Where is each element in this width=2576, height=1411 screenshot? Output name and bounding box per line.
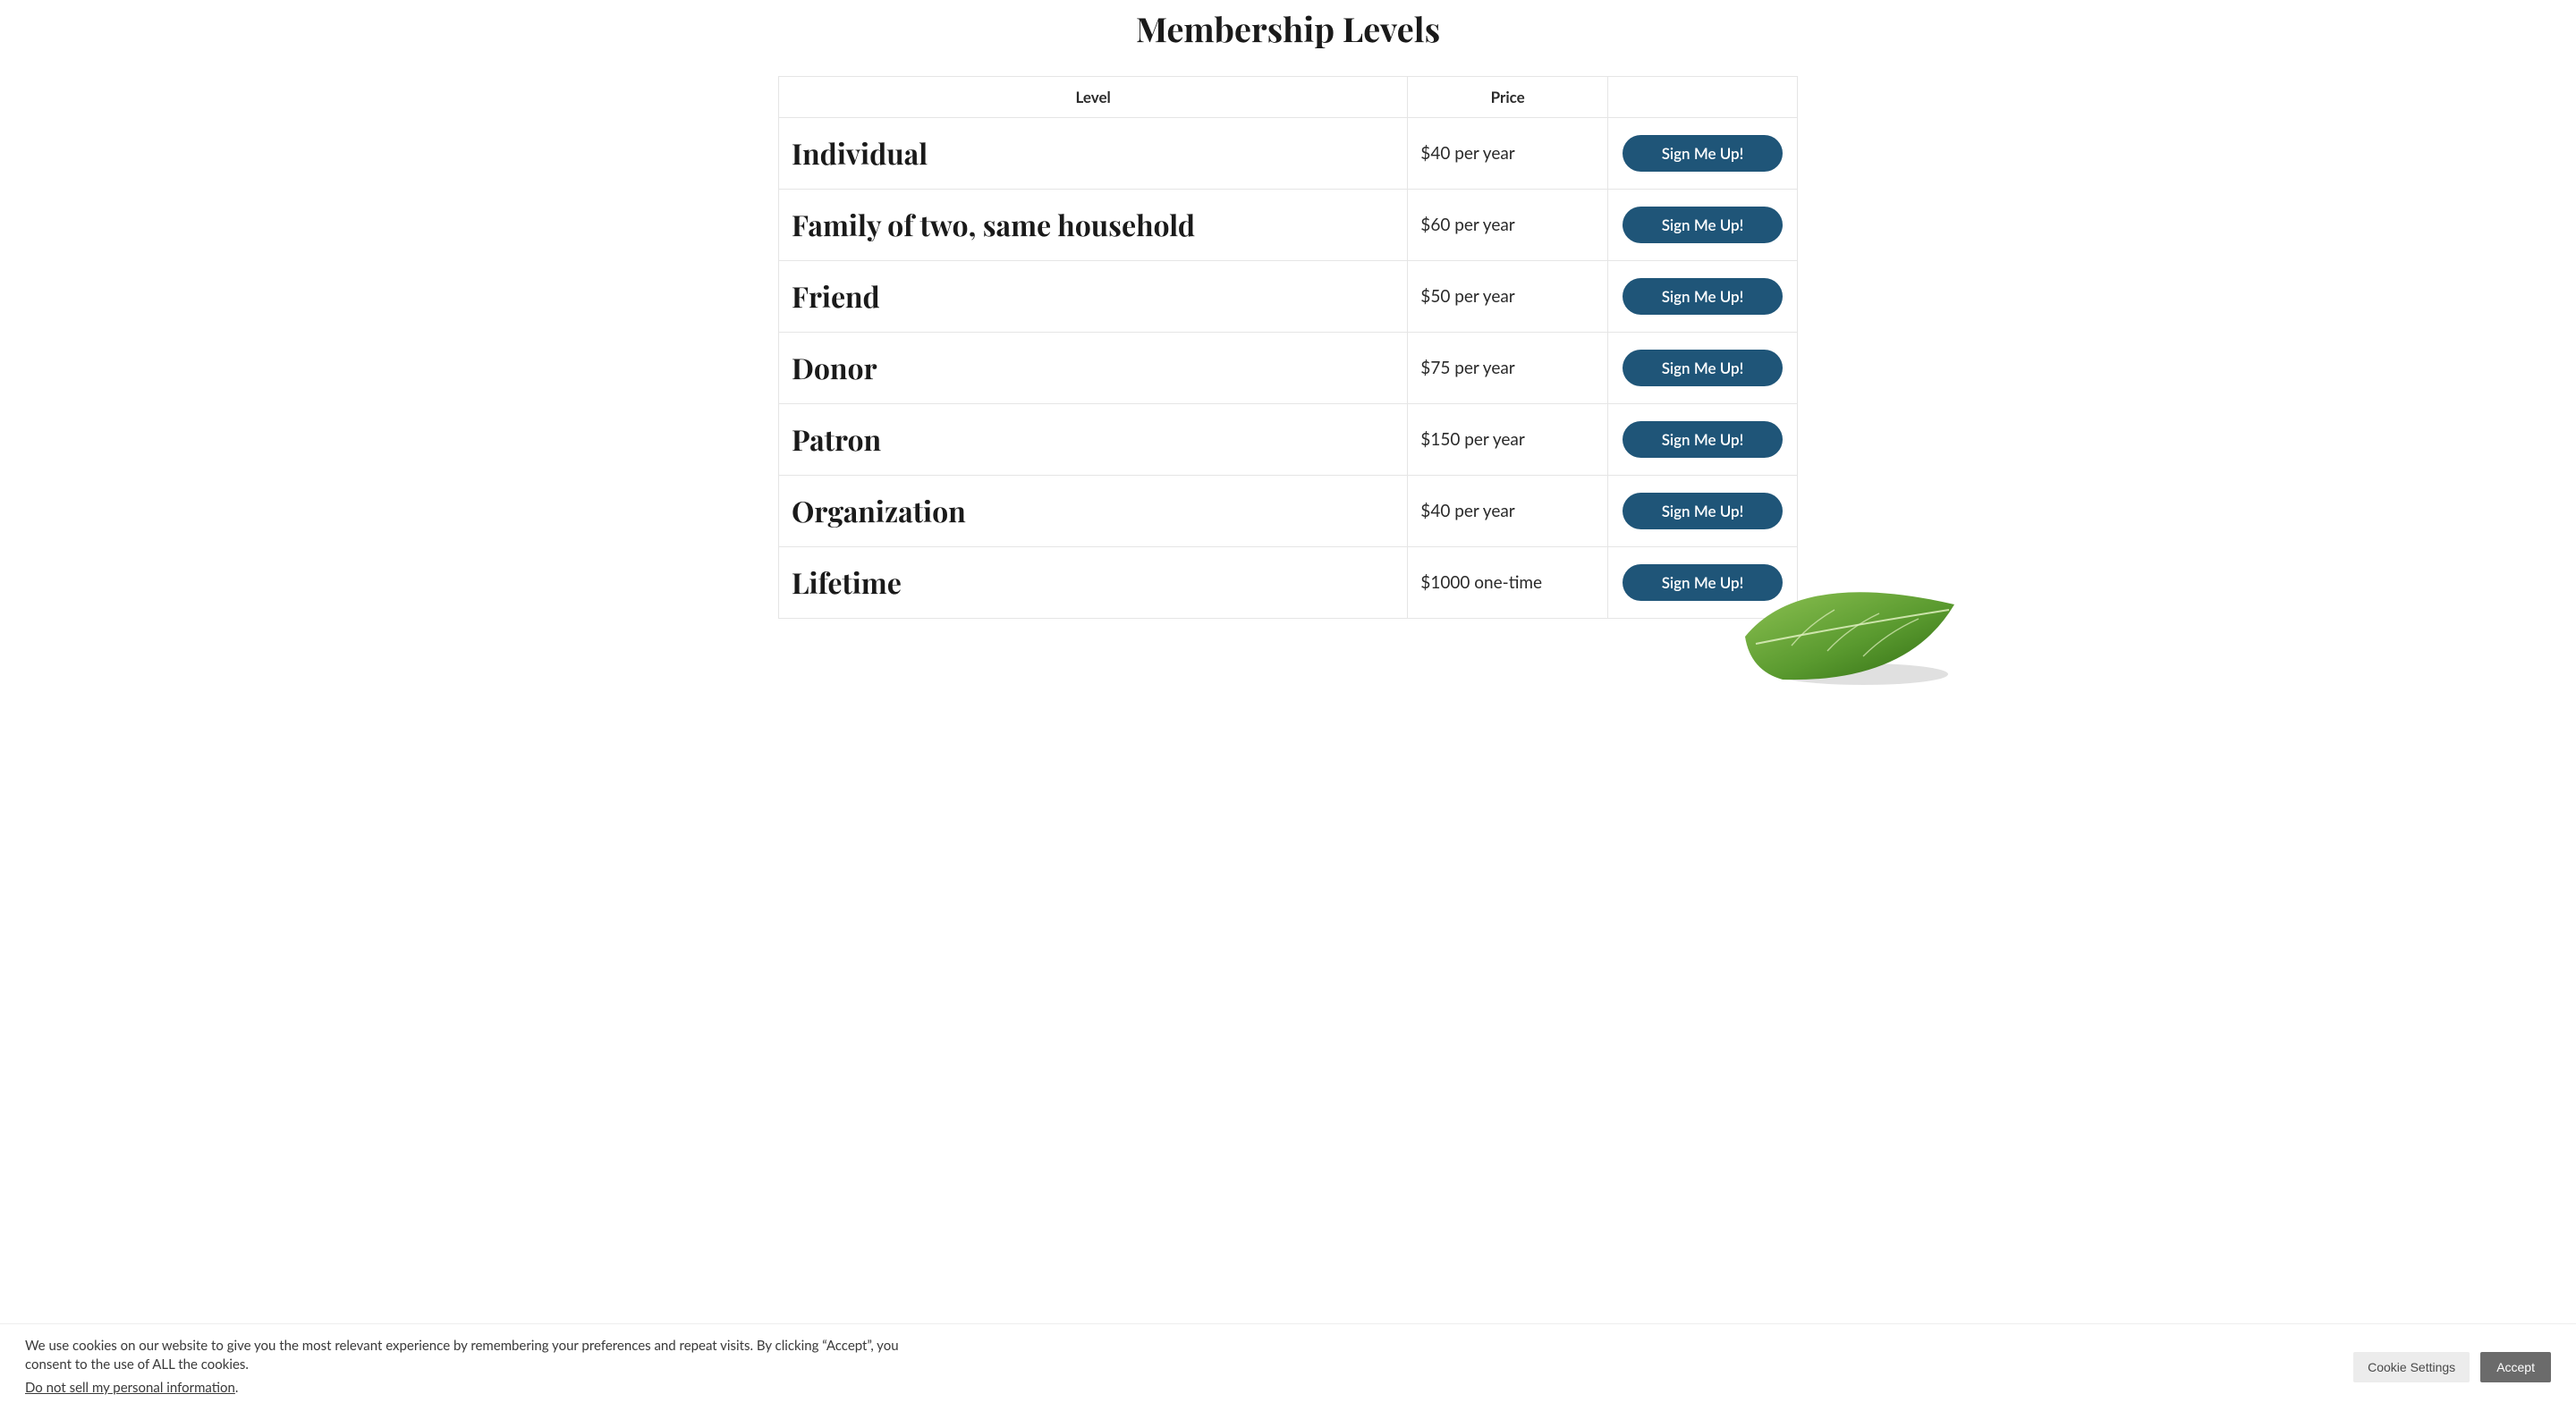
dns-period: . bbox=[235, 1380, 239, 1396]
table-row: Individual$40 per year Sign Me Up! bbox=[779, 118, 1798, 190]
table-header-row: Level Price bbox=[779, 77, 1798, 118]
sign-up-button[interactable]: Sign Me Up! bbox=[1623, 421, 1784, 458]
level-name: Friend bbox=[779, 261, 1408, 333]
cookie-text: We use cookies on our website to give yo… bbox=[25, 1337, 919, 1397]
level-action-cell: Sign Me Up! bbox=[1608, 261, 1798, 333]
level-price: $40 per year bbox=[1408, 118, 1608, 190]
level-action-cell: Sign Me Up! bbox=[1608, 404, 1798, 476]
sign-up-button[interactable]: Sign Me Up! bbox=[1623, 278, 1784, 315]
level-price: $75 per year bbox=[1408, 333, 1608, 404]
table-row: Family of two, same household$60 per yea… bbox=[779, 190, 1798, 261]
cookie-message: We use cookies on our website to give yo… bbox=[25, 1338, 899, 1372]
dns-link[interactable]: Do not sell my personal information bbox=[25, 1379, 235, 1397]
cookie-actions: Cookie Settings Accept bbox=[2353, 1352, 2551, 1382]
page-title: Membership Levels bbox=[624, 5, 1953, 51]
cookie-settings-button[interactable]: Cookie Settings bbox=[2353, 1352, 2470, 1382]
level-name: Individual bbox=[779, 118, 1408, 190]
table-row: Friend$50 per year Sign Me Up! bbox=[779, 261, 1798, 333]
level-action-cell: Sign Me Up! bbox=[1608, 118, 1798, 190]
sign-up-button[interactable]: Sign Me Up! bbox=[1623, 564, 1784, 601]
level-price: $1000 one-time bbox=[1408, 547, 1608, 619]
sign-up-button[interactable]: Sign Me Up! bbox=[1623, 135, 1784, 172]
level-name: Patron bbox=[779, 404, 1408, 476]
level-name: Lifetime bbox=[779, 547, 1408, 619]
level-action-cell: Sign Me Up! bbox=[1608, 190, 1798, 261]
col-header-price: Price bbox=[1408, 77, 1608, 118]
level-name: Organization bbox=[779, 476, 1408, 547]
table-row: Organization$40 per year Sign Me Up! bbox=[779, 476, 1798, 547]
table-row: Donor$75 per year Sign Me Up! bbox=[779, 333, 1798, 404]
sign-up-button[interactable]: Sign Me Up! bbox=[1623, 350, 1784, 386]
table-row: Patron$150 per year Sign Me Up! bbox=[779, 404, 1798, 476]
level-name: Family of two, same household bbox=[779, 190, 1408, 261]
membership-table: Level Price Individual$40 per yearSign M… bbox=[778, 76, 1798, 619]
level-price: $150 per year bbox=[1408, 404, 1608, 476]
level-action-cell: Sign Me Up! bbox=[1608, 476, 1798, 547]
level-name: Donor bbox=[779, 333, 1408, 404]
sign-up-button[interactable]: Sign Me Up! bbox=[1623, 207, 1784, 243]
col-header-level: Level bbox=[779, 77, 1408, 118]
level-price: $40 per year bbox=[1408, 476, 1608, 547]
membership-page: Membership Levels Level Price Individual… bbox=[624, 5, 1953, 744]
level-price: $60 per year bbox=[1408, 190, 1608, 261]
cookie-consent-bar: We use cookies on our website to give yo… bbox=[0, 1323, 2576, 1411]
col-header-action bbox=[1608, 77, 1798, 118]
level-price: $50 per year bbox=[1408, 261, 1608, 333]
level-action-cell: Sign Me Up! bbox=[1608, 547, 1798, 619]
sign-up-button[interactable]: Sign Me Up! bbox=[1623, 493, 1784, 529]
cookie-accept-button[interactable]: Accept bbox=[2480, 1352, 2551, 1382]
table-row: Lifetime$1000 one-time Sign Me Up! bbox=[779, 547, 1798, 619]
level-action-cell: Sign Me Up! bbox=[1608, 333, 1798, 404]
